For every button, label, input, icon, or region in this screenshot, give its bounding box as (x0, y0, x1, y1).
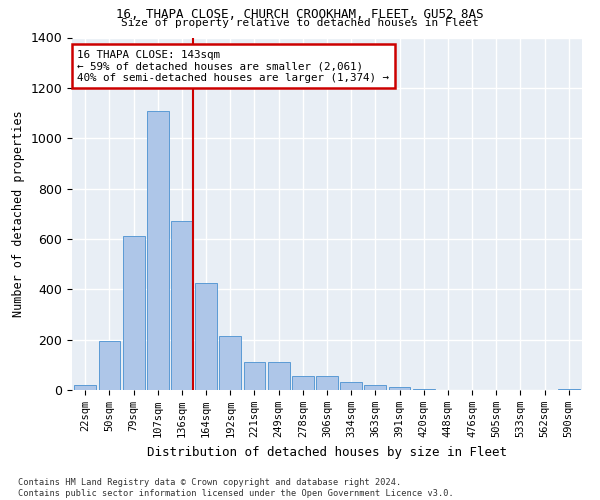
Bar (220, 336, 241, 390)
Bar (171, 222, 193, 390)
Bar (340, 382, 362, 390)
Bar (195, 283, 217, 390)
Bar (74, 385, 96, 390)
X-axis label: Distribution of detached houses by size in Fleet: Distribution of detached houses by size … (147, 446, 507, 458)
Bar (316, 376, 338, 390)
Bar (413, 388, 434, 390)
Bar (389, 388, 410, 390)
Text: 16, THAPA CLOSE, CHURCH CROOKHAM, FLEET, GU52 8AS: 16, THAPA CLOSE, CHURCH CROOKHAM, FLEET,… (116, 8, 484, 20)
Bar (364, 385, 386, 390)
Bar (268, 362, 290, 390)
Text: Contains HM Land Registry data © Crown copyright and database right 2024.
Contai: Contains HM Land Registry data © Crown c… (18, 478, 454, 498)
Bar (292, 376, 314, 390)
Bar (147, 110, 169, 390)
Text: 16 THAPA CLOSE: 143sqm
← 59% of detached houses are smaller (2,061)
40% of semi-: 16 THAPA CLOSE: 143sqm ← 59% of detached… (77, 50, 389, 83)
Bar (558, 388, 580, 390)
Text: Size of property relative to detached houses in Fleet: Size of property relative to detached ho… (121, 18, 479, 28)
Bar (244, 362, 265, 390)
Bar (98, 341, 121, 390)
Y-axis label: Number of detached properties: Number of detached properties (12, 110, 25, 317)
Bar (123, 236, 145, 390)
